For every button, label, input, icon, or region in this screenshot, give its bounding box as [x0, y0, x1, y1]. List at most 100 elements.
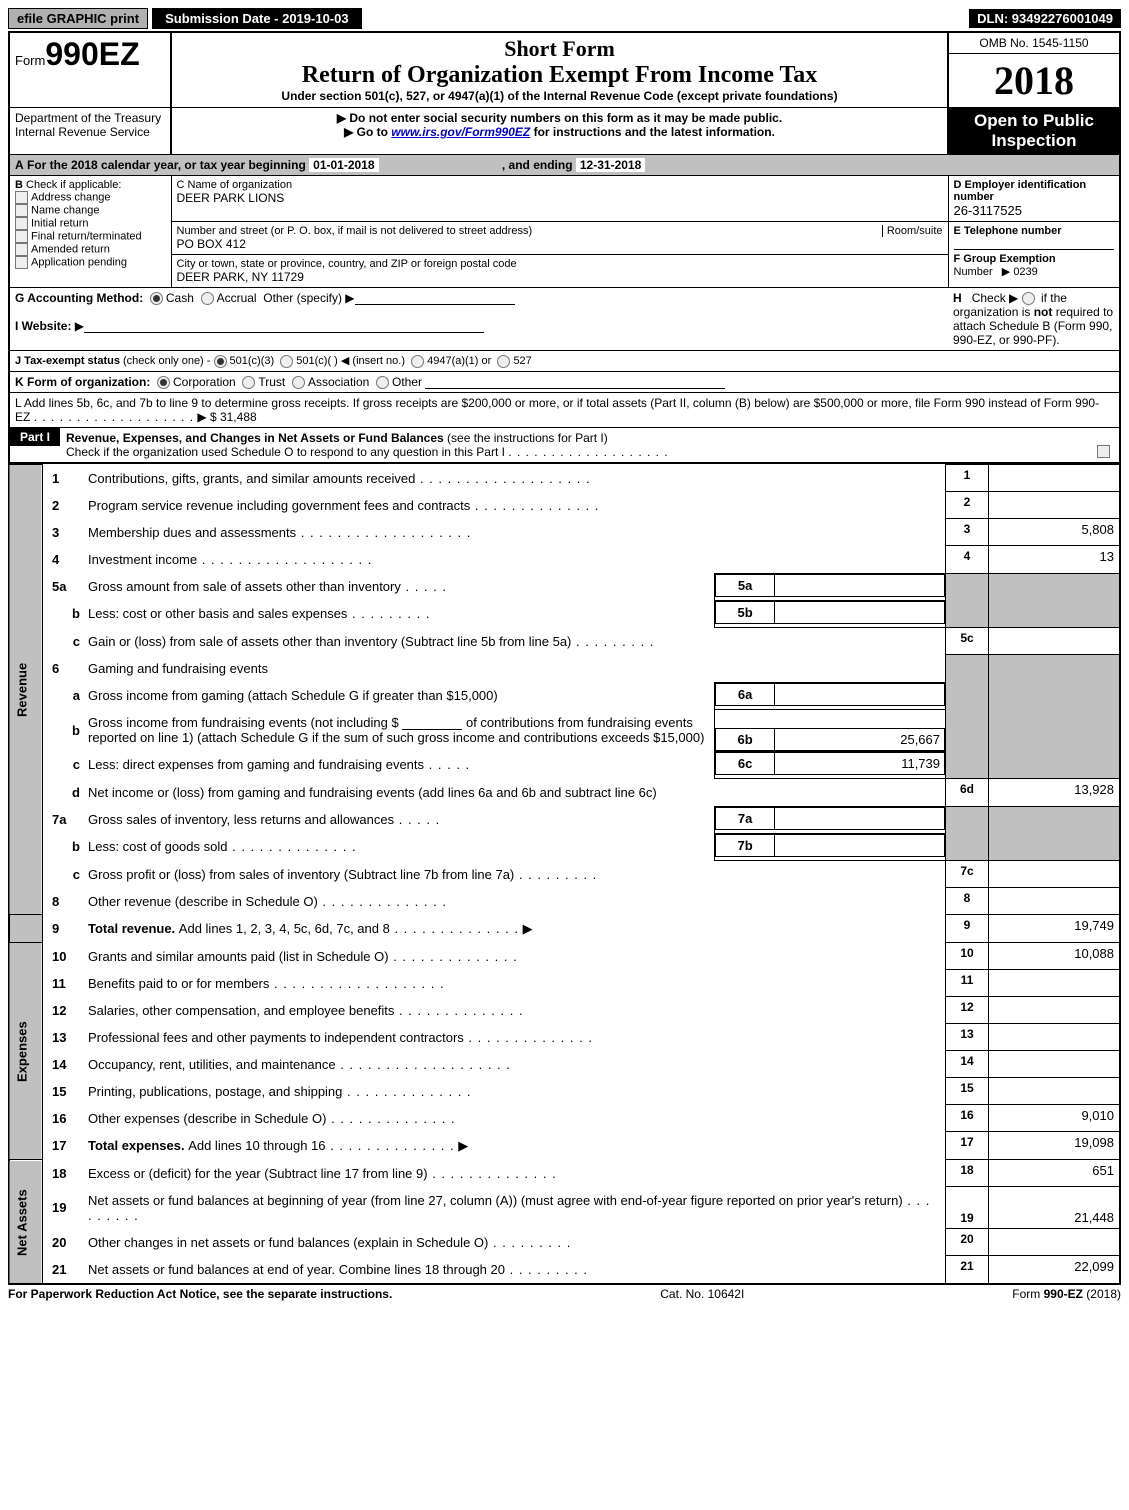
line-5b-box: 5b [716, 601, 775, 623]
org-city-state-zip: DEER PARK, NY 11729 [177, 270, 304, 284]
dots [394, 812, 440, 827]
part-1-label: Part I [10, 428, 60, 446]
line-6c-no: c [48, 754, 84, 775]
line-2-text: Program service revenue including govern… [88, 498, 470, 513]
irs-label: Internal Revenue Service [15, 125, 150, 139]
dots [318, 894, 447, 909]
line-6b-box: 6b [716, 728, 775, 750]
line-6a-box: 6a [716, 683, 775, 705]
line-5b-text: Less: cost or other basis and sales expe… [88, 606, 347, 621]
final-return-checkbox[interactable] [15, 230, 28, 243]
other-specify-input[interactable] [355, 292, 515, 305]
arrow-icon: ▶ [344, 125, 357, 139]
group-exemption-number: 0239 [1013, 266, 1037, 278]
opt-initial-return: Initial return [31, 217, 88, 229]
dots [342, 1084, 471, 1099]
gray-cell [946, 573, 989, 627]
submission-date-button[interactable]: Submission Date - 2019-10-03 [152, 8, 362, 29]
association-radio[interactable] [292, 376, 305, 389]
j-527: 527 [513, 355, 531, 367]
line-7b-boxval [775, 834, 945, 856]
irs-form-link[interactable]: www.irs.gov/Form990EZ [391, 125, 530, 139]
line-5b-no: b [48, 603, 84, 624]
line-4-no: 4 [48, 549, 84, 570]
line-11-amount [989, 970, 1121, 997]
opt-application-pending: Application pending [31, 256, 127, 268]
address-change-checkbox[interactable] [15, 191, 28, 204]
line-6c-text: Less: direct expenses from gaming and fu… [88, 757, 424, 772]
schedule-o-checkbox[interactable] [1097, 445, 1110, 458]
other-org-radio[interactable] [376, 376, 389, 389]
section-a-letter: A [15, 158, 24, 172]
dots [571, 634, 654, 649]
501c-radio[interactable] [280, 355, 293, 368]
form-number: 990EZ [45, 36, 139, 72]
line-6b-no: b [48, 712, 84, 748]
corporation-radio[interactable] [157, 376, 170, 389]
line-9-amount: 19,749 [989, 915, 1121, 943]
line-21-num: 21 [946, 1256, 989, 1284]
amended-return-checkbox[interactable] [15, 243, 28, 256]
room-suite-label: Room/suite [882, 225, 943, 237]
section-b-letter: B [15, 179, 23, 191]
part-1-title: Revenue, Expenses, and Changes in Net As… [66, 431, 444, 445]
contributions-input[interactable] [402, 717, 462, 730]
line-7a-box: 7a [716, 807, 775, 829]
website-input[interactable] [84, 320, 484, 333]
line-5c-no: c [48, 631, 84, 652]
line-10-amount: 10,088 [989, 943, 1121, 970]
j-501c: 501(c)( ) [296, 355, 338, 367]
line-5a-box: 5a [716, 574, 775, 596]
goto-suffix: for instructions and the latest informat… [530, 125, 775, 139]
dots [34, 410, 194, 424]
other-org-input[interactable] [425, 376, 725, 389]
line-9-text2: Add lines 1, 2, 3, 4, 5c, 6d, 7c, and 8 [179, 921, 390, 936]
j-label: J Tax-exempt status [15, 355, 120, 367]
dots [488, 1235, 571, 1250]
application-pending-checkbox[interactable] [15, 256, 28, 269]
527-radio[interactable] [497, 355, 510, 368]
name-change-checkbox[interactable] [15, 204, 28, 217]
line-10-num: 10 [946, 943, 989, 970]
dots [470, 498, 599, 513]
efile-print-button[interactable]: efile GRAPHIC print [8, 8, 148, 29]
initial-return-checkbox[interactable] [15, 217, 28, 230]
line-6b-boxval: 25,667 [775, 728, 945, 750]
line-6-text: Gaming and fundraising events [88, 661, 268, 676]
schedule-b-not-required-radio[interactable] [1022, 292, 1035, 305]
line-8-text: Other revenue (describe in Schedule O) [88, 894, 318, 909]
line-4-num: 4 [946, 546, 989, 574]
accrual-radio[interactable] [201, 292, 214, 305]
line-16-text: Other expenses (describe in Schedule O) [88, 1111, 326, 1126]
line-5a-text: Gross amount from sale of assets other t… [88, 579, 401, 594]
4947a1-radio[interactable] [411, 355, 424, 368]
line-1-num: 1 [946, 465, 989, 492]
line-7c-no: c [48, 864, 84, 885]
line-11-no: 11 [48, 973, 84, 994]
501c3-radio[interactable] [214, 355, 227, 368]
line-7a-text: Gross sales of inventory, less returns a… [88, 812, 394, 827]
line-6a-boxval [775, 683, 945, 705]
line-21-amount: 22,099 [989, 1256, 1121, 1284]
line-12-no: 12 [48, 1000, 84, 1021]
j-insert: (insert no.) [352, 355, 405, 367]
line-6a-text: Gross income from gaming (attach Schedul… [88, 688, 498, 703]
line-7c-num: 7c [946, 860, 989, 888]
short-form-title: Short Form [177, 36, 942, 62]
dots [269, 976, 444, 991]
part-1-check-text: Check if the organization used Schedule … [66, 445, 505, 459]
c-city-label: City or town, state or province, country… [177, 258, 517, 270]
cash-radio[interactable] [150, 292, 163, 305]
line-5c-text: Gain or (loss) from sale of assets other… [88, 634, 571, 649]
line-8-no: 8 [48, 891, 84, 912]
line-6a-no: a [48, 685, 84, 706]
line-2-no: 2 [48, 495, 84, 516]
line-6c-boxval: 11,739 [775, 752, 945, 774]
f-label: F Group Exemption [954, 253, 1056, 265]
line-16-no: 16 [48, 1108, 84, 1129]
line-7c-amount [989, 860, 1121, 888]
trust-radio[interactable] [242, 376, 255, 389]
j-4947: 4947(a)(1) or [427, 355, 491, 367]
line-19-num: 19 [946, 1187, 989, 1229]
line-5a-boxval [775, 574, 945, 596]
